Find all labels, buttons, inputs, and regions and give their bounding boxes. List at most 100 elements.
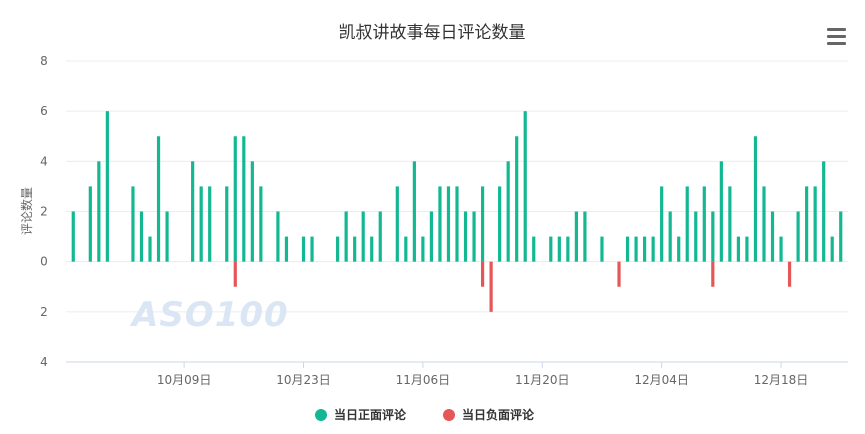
bar-positive[interactable] [165,211,169,262]
bar-positive[interactable] [361,211,365,262]
bar-positive[interactable] [839,211,843,262]
bar-negative[interactable] [617,261,621,287]
bar-positive[interactable] [370,236,374,262]
bar-positive[interactable] [643,236,647,262]
bar-positive[interactable] [395,186,399,262]
bar-negative[interactable] [787,261,792,287]
bar-positive[interactable] [523,111,527,262]
menu-bar [827,35,846,38]
x-tick-label: 12月18日 [754,373,809,387]
bar-positive[interactable] [148,236,152,262]
bar-positive[interactable] [139,211,144,262]
bar-positive[interactable] [404,236,408,262]
bar-positive[interactable] [515,136,519,262]
bar-positive[interactable] [753,136,758,262]
bar-positive[interactable] [480,186,485,262]
bar-negative[interactable] [711,261,715,287]
bar-positive[interactable] [557,236,561,262]
bar-positive[interactable] [600,236,604,262]
bar-positive[interactable] [805,186,809,262]
bar-positive[interactable] [796,211,800,262]
bar-positive[interactable] [463,211,468,262]
bar-positive[interactable] [438,186,442,262]
legend: 当日正面评论 当日负面评论 [315,407,535,422]
legend-marker-negative [443,409,455,421]
bar-positive[interactable] [583,211,587,262]
bar-positive[interactable] [301,236,306,262]
bar-positive[interactable] [634,236,638,262]
bar-positive[interactable] [566,236,570,262]
bar-positive[interactable] [97,161,101,262]
bar-positive[interactable] [685,186,689,262]
bar-positive[interactable] [702,186,706,262]
y-tick-label: 2 [40,305,48,319]
y-tick-label: 4 [40,154,48,168]
bar-positive[interactable] [694,211,698,262]
bar-positive[interactable] [242,136,246,262]
y-axis-title: 评论数量 [19,187,34,235]
hamburger-menu-icon[interactable] [827,28,846,45]
bar-negative[interactable] [489,261,493,312]
bar-positive[interactable] [250,161,254,262]
bar-positive[interactable] [651,236,655,262]
bar-positive[interactable] [446,186,451,262]
y-axis-ticks: 4 2 0 2 4 6 8 [40,54,48,369]
bar-positive[interactable] [625,236,630,262]
bar-positive[interactable] [574,211,578,262]
bar-positive[interactable] [762,186,766,262]
bar-positive[interactable] [105,111,109,262]
x-tick-label: 11月06日 [396,373,451,387]
bar-positive[interactable] [677,236,681,262]
bar-positive[interactable] [429,211,434,262]
bar-positive[interactable] [208,186,212,262]
bar-positive[interactable] [455,186,459,262]
bar-positive[interactable] [660,186,664,262]
bar-positive[interactable] [353,236,357,262]
chart-title: 凯叔讲故事每日评论数量 [339,23,526,43]
legend-item-negative[interactable]: 当日负面评论 [443,407,535,422]
bar-positive[interactable] [745,236,749,262]
bar-positive[interactable] [336,236,340,262]
y-tick-label: 6 [40,104,48,118]
bar-positive[interactable] [719,161,723,262]
bar-positive[interactable] [813,186,817,262]
x-tick-label: 10月23日 [276,373,331,387]
bar-positive[interactable] [131,186,135,262]
x-tick-label: 12月04日 [634,373,689,387]
bar-positive[interactable] [830,236,834,262]
bar-positive[interactable] [310,236,314,262]
y-tick-label: 2 [40,205,48,219]
bar-positive[interactable] [421,236,425,262]
bar-positive[interactable] [88,186,92,262]
bar-positive[interactable] [711,211,715,262]
bar-positive[interactable] [225,186,229,262]
legend-item-positive[interactable]: 当日正面评论 [315,407,407,422]
bar-positive[interactable] [71,211,75,262]
bar-positive[interactable] [498,186,502,262]
bar-positive[interactable] [284,236,289,262]
bar-positive[interactable] [532,236,536,262]
bar-positive[interactable] [199,186,203,262]
bar-positive[interactable] [378,211,382,262]
bar-positive[interactable] [822,161,826,262]
bar-positive[interactable] [259,186,263,262]
bar-negative[interactable] [480,261,485,287]
bar-positive[interactable] [156,136,161,262]
bar-positive[interactable] [276,211,280,262]
bar-positive[interactable] [191,161,195,262]
bar-positive[interactable] [412,161,416,262]
bar-positive[interactable] [728,186,732,262]
bar-positive[interactable] [668,211,672,262]
bar-negative[interactable] [233,261,237,287]
bar-positive[interactable] [770,211,775,262]
bar-positive[interactable] [472,211,476,262]
y-tick-label: 0 [40,255,48,269]
bar-positive[interactable] [344,211,348,262]
legend-label-positive: 当日正面评论 [334,407,407,422]
bar-positive[interactable] [233,136,237,262]
x-axis-ticks: 10月09日 10月23日 11月06日 11月20日 12月04日 12月18日 [157,362,808,387]
bar-positive[interactable] [779,236,783,262]
bar-positive[interactable] [736,236,741,262]
bar-positive[interactable] [549,236,553,262]
bar-positive[interactable] [506,161,510,262]
